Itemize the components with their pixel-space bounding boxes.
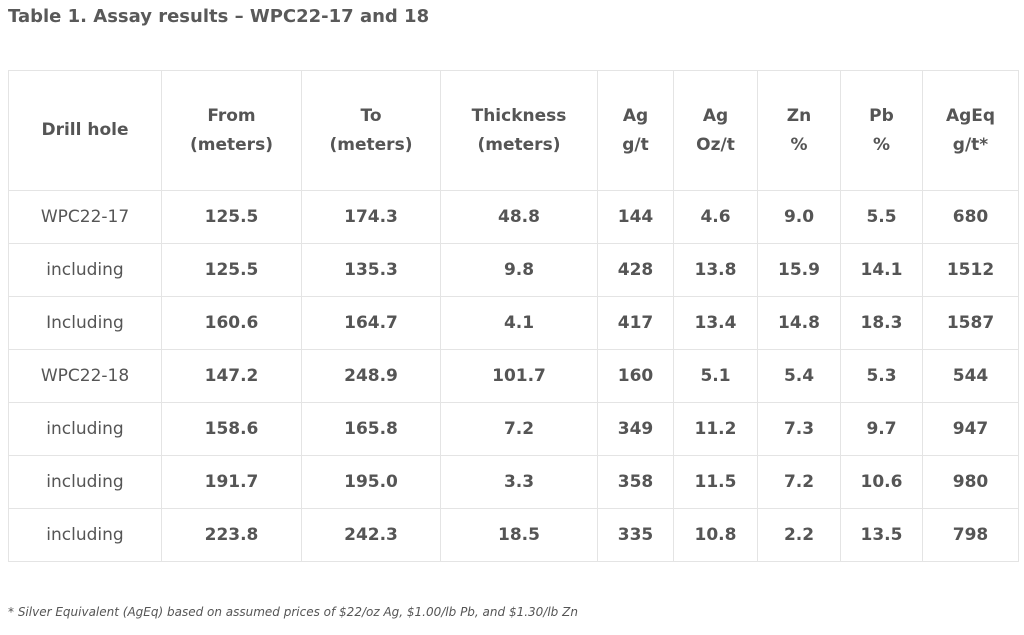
cell-ag-gpt: 144 [597, 190, 674, 244]
cell-drill-hole: Including [8, 296, 162, 350]
cell-to: 242.3 [301, 508, 441, 562]
cell-thickness: 7.2 [440, 402, 598, 456]
cell-zn: 7.3 [757, 402, 841, 456]
cell-from: 125.5 [161, 243, 302, 297]
cell-ag-gpt: 160 [597, 349, 674, 403]
cell-zn: 2.2 [757, 508, 841, 562]
cell-zn: 5.4 [757, 349, 841, 403]
cell-to: 195.0 [301, 455, 441, 509]
cell-zn: 9.0 [757, 190, 841, 244]
cell-drill-hole: including [8, 508, 162, 562]
cell-to: 174.3 [301, 190, 441, 244]
cell-ag-ozt: 4.6 [673, 190, 758, 244]
cell-drill-hole: including [8, 455, 162, 509]
cell-ageq: 680 [922, 190, 1019, 244]
cell-to: 165.8 [301, 402, 441, 456]
cell-ag-ozt: 11.2 [673, 402, 758, 456]
table-row: Including 160.6 164.7 4.1 417 13.4 14.8 18.3 158… [8, 296, 1019, 350]
cell-ageq: 1512 [922, 243, 1019, 297]
cell-to: 248.9 [301, 349, 441, 403]
cell-pb: 5.5 [840, 190, 923, 244]
cell-ag-ozt: 5.1 [673, 349, 758, 403]
cell-pb: 13.5 [840, 508, 923, 562]
table-row: including 191.7 195.0 3.3 358 11.5 7.2 10.6 980 [8, 455, 1019, 509]
cell-ag-ozt: 13.4 [673, 296, 758, 350]
cell-ageq: 947 [922, 402, 1019, 456]
cell-zn: 7.2 [757, 455, 841, 509]
table-row: including 125.5 135.3 9.8 428 13.8 15.9 14.1 151… [8, 243, 1019, 297]
cell-ag-ozt: 11.5 [673, 455, 758, 509]
cell-ag-gpt: 335 [597, 508, 674, 562]
cell-from: 147.2 [161, 349, 302, 403]
cell-from: 125.5 [161, 190, 302, 244]
cell-ageq: 1587 [922, 296, 1019, 350]
table-row: including 223.8 242.3 18.5 335 10.8 2.2 13.5 798 [8, 508, 1019, 562]
cell-thickness: 4.1 [440, 296, 598, 350]
cell-drill-hole: including [8, 402, 162, 456]
header-pb: Pb % [840, 70, 923, 191]
header-from: From (meters) [161, 70, 302, 191]
header-ag-ozt: Ag Oz/t [673, 70, 758, 191]
assay-results-table: Drill hole From (meters) To (meters) Thi… [8, 70, 1019, 562]
cell-from: 160.6 [161, 296, 302, 350]
header-ageq: AgEq g/t* [922, 70, 1019, 191]
cell-thickness: 18.5 [440, 508, 598, 562]
cell-ageq: 544 [922, 349, 1019, 403]
cell-from: 191.7 [161, 455, 302, 509]
header-ag-gpt: Ag g/t [597, 70, 674, 191]
cell-zn: 15.9 [757, 243, 841, 297]
header-thickness: Thickness (meters) [440, 70, 598, 191]
cell-ag-gpt: 358 [597, 455, 674, 509]
header-to: To (meters) [301, 70, 441, 191]
cell-pb: 5.3 [840, 349, 923, 403]
cell-drill-hole: including [8, 243, 162, 297]
cell-ag-gpt: 417 [597, 296, 674, 350]
cell-ag-gpt: 428 [597, 243, 674, 297]
cell-to: 135.3 [301, 243, 441, 297]
cell-pb: 14.1 [840, 243, 923, 297]
cell-ageq: 980 [922, 455, 1019, 509]
table-header-row: Drill hole From (meters) To (meters) Thi… [8, 70, 1019, 191]
cell-thickness: 48.8 [440, 190, 598, 244]
header-drill-hole: Drill hole [8, 70, 162, 191]
cell-pb: 18.3 [840, 296, 923, 350]
cell-thickness: 3.3 [440, 455, 598, 509]
cell-drill-hole: WPC22-17 [8, 190, 162, 244]
cell-drill-hole: WPC22-18 [8, 349, 162, 403]
cell-ag-gpt: 349 [597, 402, 674, 456]
cell-ag-ozt: 10.8 [673, 508, 758, 562]
cell-from: 158.6 [161, 402, 302, 456]
cell-zn: 14.8 [757, 296, 841, 350]
table-row: including 158.6 165.8 7.2 349 11.2 7.3 9.7 947 [8, 402, 1019, 456]
table-title: Table 1. Assay results – WPC22-17 and 18 [8, 6, 430, 27]
cell-thickness: 101.7 [440, 349, 598, 403]
footnote: * Silver Equivalent (AgEq) based on assu… [8, 605, 578, 619]
table-row: WPC22-18 147.2 248.9 101.7 160 5.1 5.4 5.3 544 [8, 349, 1019, 403]
cell-thickness: 9.8 [440, 243, 598, 297]
cell-pb: 9.7 [840, 402, 923, 456]
header-zn: Zn % [757, 70, 841, 191]
table-row: WPC22-17 125.5 174.3 48.8 144 4.6 9.0 5.5 680 [8, 190, 1019, 244]
cell-ag-ozt: 13.8 [673, 243, 758, 297]
cell-ageq: 798 [922, 508, 1019, 562]
cell-from: 223.8 [161, 508, 302, 562]
cell-pb: 10.6 [840, 455, 923, 509]
cell-to: 164.7 [301, 296, 441, 350]
